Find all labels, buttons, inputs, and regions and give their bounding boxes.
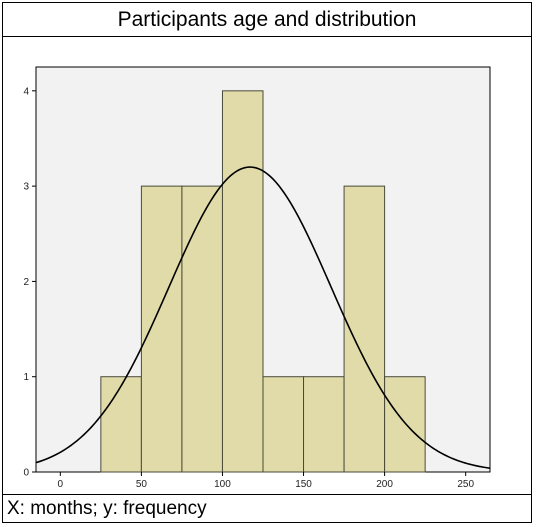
x-tick-label: 50 bbox=[136, 479, 148, 490]
x-tick-label: 0 bbox=[58, 479, 64, 490]
histogram-bar bbox=[140, 185, 183, 473]
y-tick-label: 4 bbox=[23, 86, 29, 97]
histogram-bar bbox=[100, 376, 142, 473]
x-tick-label: 150 bbox=[295, 479, 312, 490]
y-tick-label: 2 bbox=[23, 277, 29, 288]
normal-curve bbox=[35, 166, 491, 469]
histogram-bar bbox=[384, 376, 426, 473]
chart-title: Participants age and distribution bbox=[3, 3, 531, 37]
histogram-bar bbox=[262, 376, 305, 473]
chart-caption: X: months; y: frequency bbox=[3, 494, 531, 522]
histogram-bar bbox=[343, 185, 386, 473]
histogram-bar bbox=[181, 185, 223, 473]
y-tick-label: 1 bbox=[23, 372, 29, 383]
y-tick-label: 3 bbox=[23, 182, 29, 193]
y-tick-label: 0 bbox=[23, 468, 29, 479]
x-tick-label: 200 bbox=[376, 479, 393, 490]
x-tick-label: 100 bbox=[214, 479, 231, 490]
x-tick-label: 250 bbox=[457, 479, 474, 490]
histogram-bar bbox=[221, 90, 264, 473]
histogram-bar bbox=[303, 376, 345, 473]
